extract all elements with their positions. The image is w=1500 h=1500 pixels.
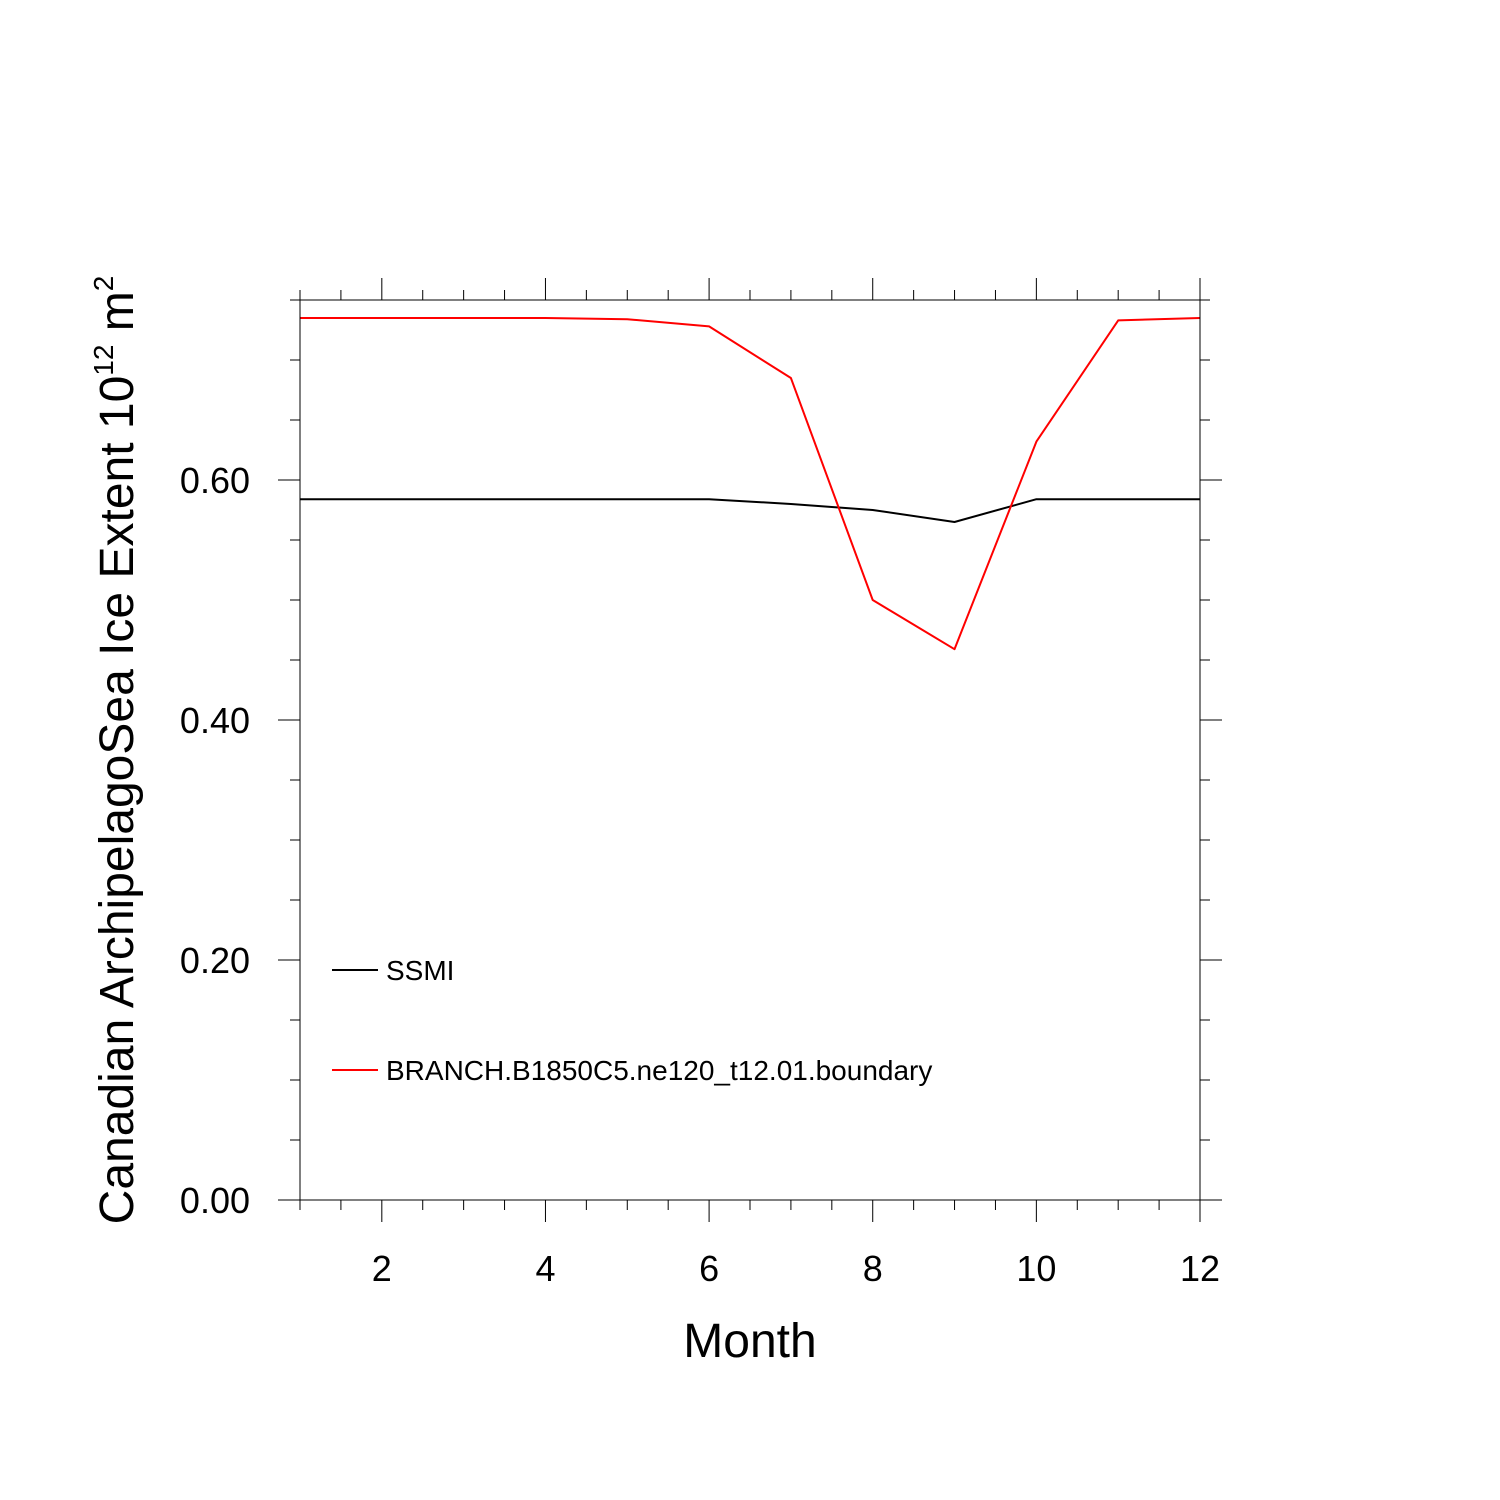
- x-tick-label: 8: [863, 1248, 883, 1289]
- x-tick-label: 10: [1016, 1248, 1056, 1289]
- tick-marks: [278, 278, 1222, 1222]
- y-axis-title-exponent: 12: [88, 345, 119, 376]
- y-tick-label: 0.40: [180, 700, 250, 741]
- legend: SSMI BRANCH.B1850C5.ne120_t12.01.boundar…: [332, 955, 932, 1086]
- legend-label-branch: BRANCH.B1850C5.ne120_t12.01.boundary: [386, 1055, 932, 1086]
- y-tick-label: 0.00: [180, 1180, 250, 1221]
- series-lines: [300, 317, 1201, 651]
- plot-frame: [299, 299, 1201, 1201]
- x-tick-label: 12: [1180, 1248, 1220, 1289]
- series-line-1: [300, 317, 1201, 651]
- x-tick-label: 2: [372, 1248, 392, 1289]
- x-tick-label: 6: [699, 1248, 719, 1289]
- series-line-0: [300, 498, 1200, 523]
- y-axis-title-main: Canadian ArchipelagoSea Ice Extent 10: [91, 376, 144, 1225]
- y-axis-title-unit-exponent: 2: [88, 276, 119, 292]
- legend-label-ssmi: SSMI: [386, 955, 454, 986]
- y-axis-title: Canadian ArchipelagoSea Ice Extent 1012 …: [88, 276, 144, 1225]
- x-axis-title: Month: [683, 1315, 816, 1368]
- y-tick-label: 0.60: [180, 460, 250, 501]
- y-tick-label: 0.20: [180, 940, 250, 981]
- tick-labels: 2 4 6 8 10 12 0.00 0.20 0.40 0.60: [180, 460, 1220, 1289]
- y-axis-title-unit: m: [91, 291, 144, 344]
- x-tick-label: 4: [535, 1248, 555, 1289]
